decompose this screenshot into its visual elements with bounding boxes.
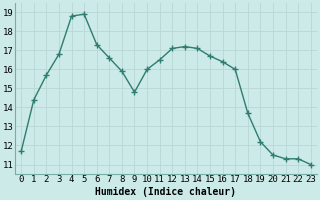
- X-axis label: Humidex (Indice chaleur): Humidex (Indice chaleur): [95, 187, 236, 197]
